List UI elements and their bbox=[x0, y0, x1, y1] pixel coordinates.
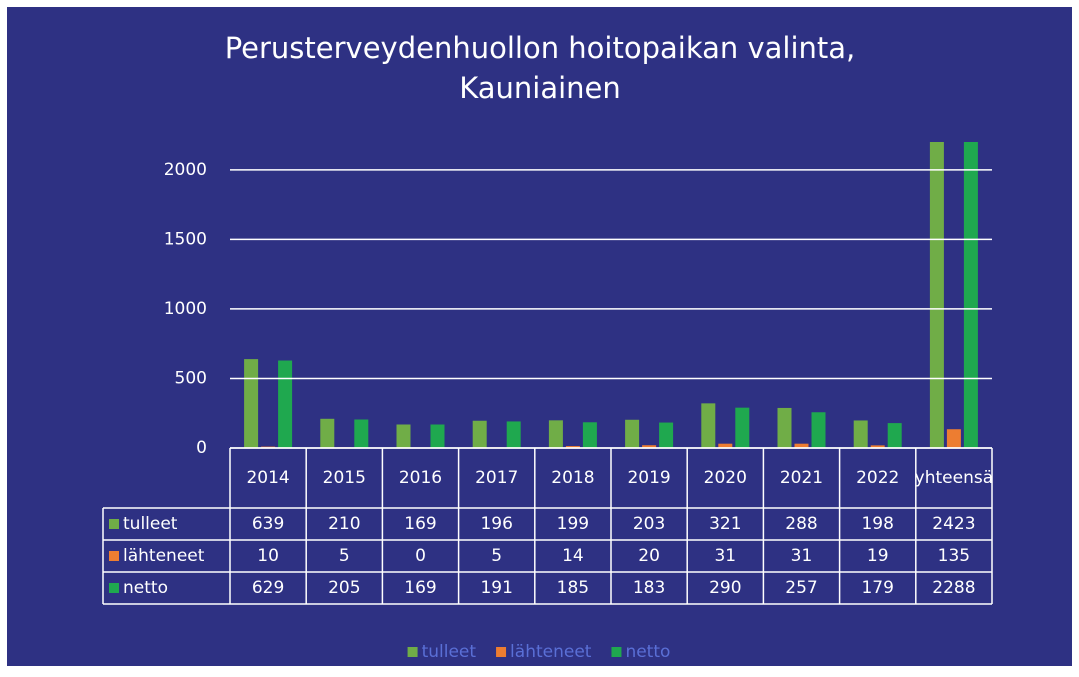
x-tick-label: 2014 bbox=[246, 468, 289, 488]
y-tick-label: 2000 bbox=[164, 160, 207, 180]
table-cell: 2288 bbox=[932, 578, 975, 598]
y-tick-label: 0 bbox=[196, 438, 207, 458]
legend-label: tulleet bbox=[422, 642, 477, 662]
table-cell: 14 bbox=[562, 546, 584, 566]
bar bbox=[506, 421, 521, 448]
table-legend-key bbox=[109, 519, 119, 529]
chart-title: Perusterveydenhuollon hoitopaikan valint… bbox=[224, 31, 856, 105]
table-cell: 257 bbox=[785, 578, 817, 598]
y-tick-label: 1500 bbox=[164, 229, 207, 249]
bar bbox=[548, 420, 563, 448]
table-cell: 5 bbox=[339, 546, 350, 566]
table-cell: 205 bbox=[328, 578, 360, 598]
table-cell: 169 bbox=[404, 514, 436, 534]
chart-background bbox=[7, 7, 1072, 666]
table-cell: 0 bbox=[415, 546, 426, 566]
x-tick-label: 2020 bbox=[704, 468, 747, 488]
bar bbox=[565, 446, 580, 448]
table-cell: 5 bbox=[491, 546, 502, 566]
bar bbox=[853, 420, 868, 448]
legend-key bbox=[407, 647, 418, 657]
bar bbox=[946, 429, 961, 448]
table-legend-key bbox=[109, 583, 119, 593]
bar bbox=[244, 359, 259, 448]
table-cell: 185 bbox=[557, 578, 589, 598]
table-cell: 198 bbox=[861, 514, 893, 534]
table-cell: 321 bbox=[709, 514, 741, 534]
table-cell: 20 bbox=[638, 546, 660, 566]
x-tick-label: 2019 bbox=[627, 468, 670, 488]
bar bbox=[320, 418, 335, 448]
x-tick-label: 2017 bbox=[475, 468, 518, 488]
bar bbox=[870, 445, 885, 448]
x-tick-label: 2022 bbox=[856, 468, 899, 488]
table-cell: 135 bbox=[938, 546, 970, 566]
bar bbox=[718, 443, 733, 448]
x-tick-label: 2021 bbox=[780, 468, 823, 488]
bar bbox=[642, 445, 657, 448]
bar bbox=[887, 423, 902, 448]
table-cell: 169 bbox=[404, 578, 436, 598]
bar bbox=[929, 142, 944, 448]
table-cell: 31 bbox=[791, 546, 813, 566]
table-cell: 183 bbox=[633, 578, 665, 598]
bar bbox=[735, 407, 750, 448]
x-tick-label: yhteensä bbox=[915, 468, 993, 488]
table-cell: 210 bbox=[328, 514, 360, 534]
table-cell: 10 bbox=[257, 546, 279, 566]
table-cell: 203 bbox=[633, 514, 665, 534]
y-tick-label: 500 bbox=[175, 368, 207, 388]
table-cell: 199 bbox=[557, 514, 589, 534]
bar bbox=[472, 420, 487, 448]
table-cell: 290 bbox=[709, 578, 741, 598]
bar bbox=[625, 419, 640, 448]
bar bbox=[582, 422, 597, 448]
table-cell: 19 bbox=[867, 546, 889, 566]
table-row-label: lähteneet bbox=[123, 546, 205, 566]
legend-key bbox=[611, 647, 622, 657]
x-tick-label: 2018 bbox=[551, 468, 594, 488]
x-tick-label: 2015 bbox=[323, 468, 366, 488]
bar bbox=[659, 422, 674, 448]
table-cell: 191 bbox=[480, 578, 512, 598]
title-box: Perusterveydenhuollon hoitopaikan valint… bbox=[224, 31, 856, 105]
table-cell: 629 bbox=[252, 578, 284, 598]
table-legend-key bbox=[109, 551, 119, 561]
table-row-label: tulleet bbox=[123, 514, 178, 534]
bar bbox=[396, 424, 411, 448]
bar bbox=[701, 403, 716, 448]
table-row-label: netto bbox=[123, 578, 168, 598]
bar bbox=[354, 419, 369, 448]
table-cell: 288 bbox=[785, 514, 817, 534]
legend-key bbox=[496, 647, 507, 657]
bar bbox=[430, 424, 445, 448]
table-cell: 179 bbox=[861, 578, 893, 598]
table-cell: 639 bbox=[252, 514, 284, 534]
bar bbox=[811, 412, 826, 448]
y-tick-label: 1000 bbox=[164, 299, 207, 319]
bar bbox=[794, 443, 809, 448]
table-cell: 31 bbox=[714, 546, 736, 566]
table-cell: 2423 bbox=[932, 514, 975, 534]
legend-label: netto bbox=[625, 642, 670, 662]
legend-label: lähteneet bbox=[510, 642, 592, 662]
bar bbox=[963, 142, 978, 448]
bar bbox=[777, 407, 792, 448]
legend: tulleet lähteneet netto bbox=[407, 642, 670, 662]
table-cell: 196 bbox=[480, 514, 512, 534]
bar bbox=[278, 360, 293, 448]
x-tick-label: 2016 bbox=[399, 468, 442, 488]
